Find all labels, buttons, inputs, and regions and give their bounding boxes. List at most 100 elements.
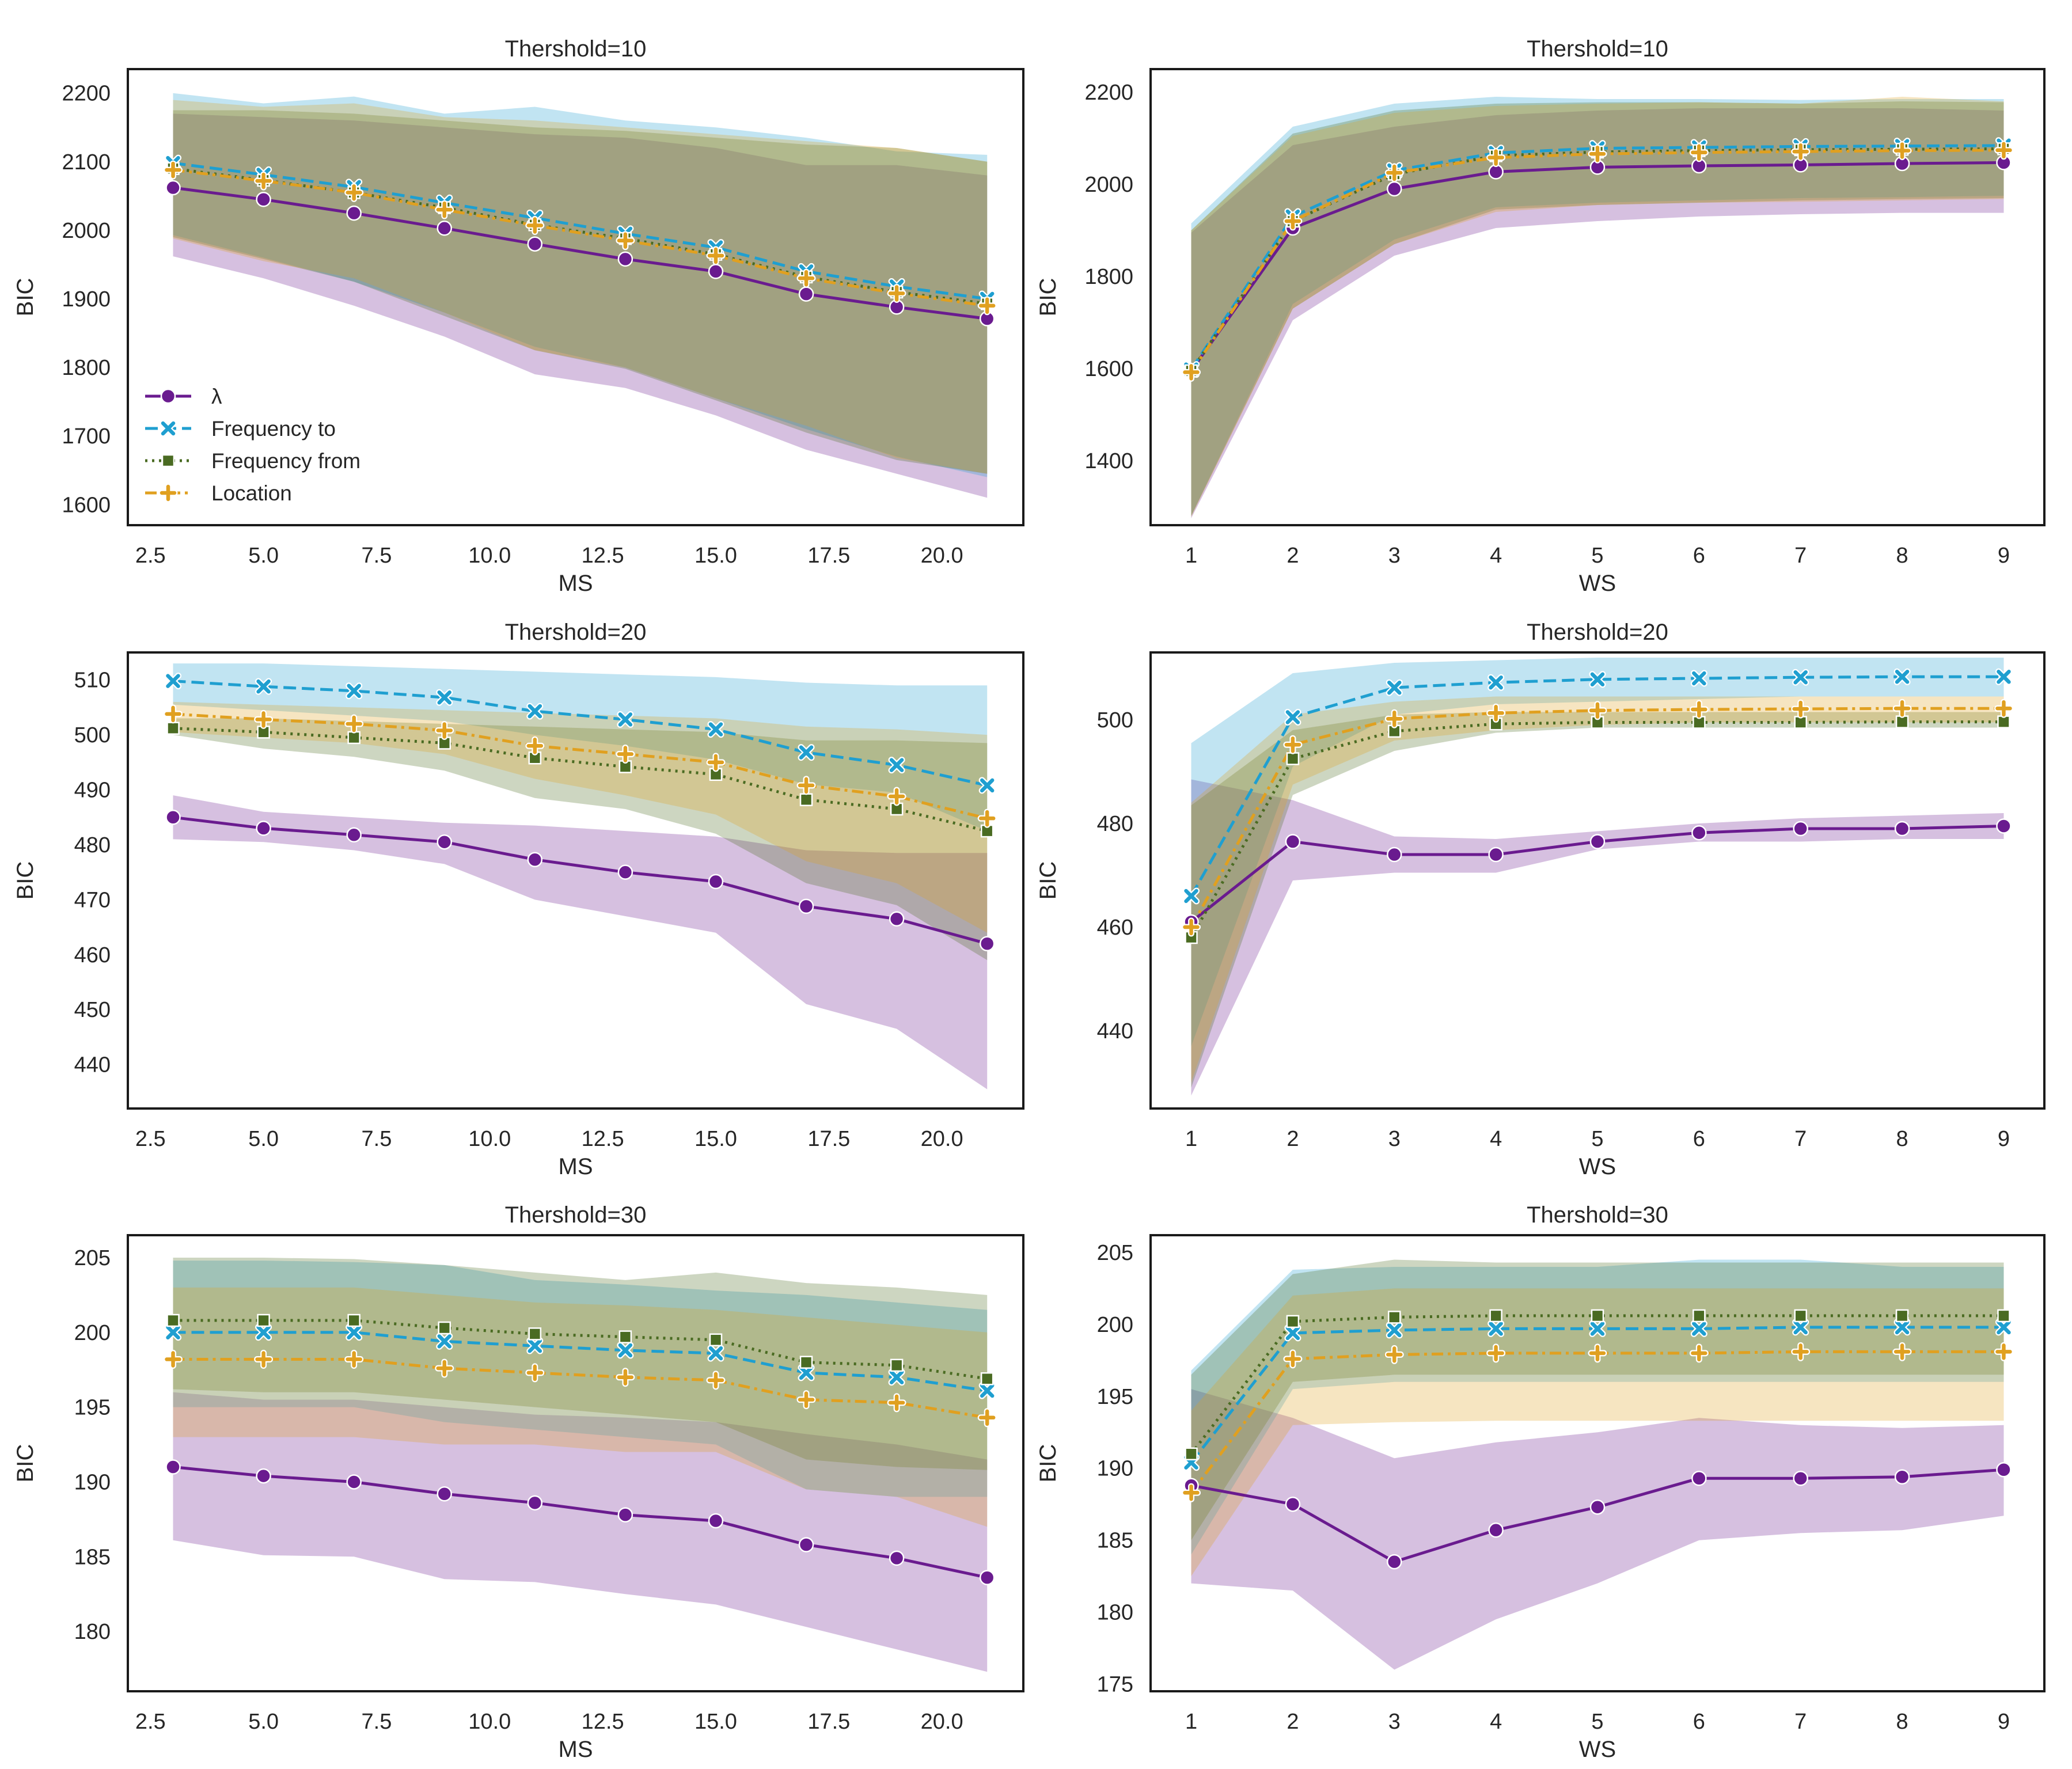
plot-frame [127, 68, 1024, 526]
series-markers-3 [1185, 1309, 2010, 1461]
data-point [1894, 821, 1910, 837]
data-point [617, 864, 633, 880]
x-tick-label: 20.0 [921, 1710, 963, 1734]
x-axis-label: MS [559, 1154, 593, 1179]
confidence-band-4 [173, 701, 988, 933]
plot-frame [1149, 1234, 2046, 1692]
data-point [890, 1358, 904, 1372]
data-point [1892, 699, 1912, 718]
series-line-4 [173, 1358, 988, 1419]
chart-panel-6: 1 2 3 4 5 6 7 8 9 175 180 185 190 195 200 205 Thershold=… [1035, 1202, 2046, 1762]
legend-label: Frequency to [211, 417, 336, 441]
y-axis-label: BIC [1035, 278, 1061, 317]
data-point [978, 777, 996, 794]
data-point [254, 709, 274, 729]
chart-title: Thershold=10 [505, 36, 647, 62]
data-point [616, 231, 635, 250]
data-point [525, 216, 545, 236]
series-line-2 [173, 1331, 988, 1392]
data-point [527, 1495, 543, 1511]
data-point [1588, 1343, 1607, 1363]
x-tick-label: 6 [1693, 1710, 1705, 1734]
data-point [796, 1390, 816, 1410]
y-tick-label: 195 [1097, 1385, 1133, 1409]
data-point [1486, 1343, 1506, 1363]
confidence-band-4 [173, 1287, 988, 1527]
confidence-band-3 [173, 1258, 988, 1470]
data-point [799, 793, 813, 806]
series-line-1 [173, 815, 988, 946]
x-tick-label: 15.0 [695, 1127, 737, 1151]
confidence-band-1 [1191, 1389, 2004, 1670]
chart-title: Thershold=30 [505, 1202, 647, 1228]
y-axis-label: BIC [13, 861, 38, 900]
x-tick-label: 1 [1185, 544, 1197, 568]
data-point [1283, 211, 1303, 231]
data-point [977, 296, 997, 316]
data-point [1386, 1322, 1403, 1339]
data-point [798, 898, 814, 914]
y-tick-label: 460 [1097, 916, 1133, 940]
series-markers-2 [165, 673, 996, 794]
y-tick-label: 2200 [1084, 81, 1133, 105]
y-tick-label: 205 [1097, 1241, 1133, 1265]
x-tick-label: 2.5 [135, 544, 166, 568]
chart-title: Thershold=10 [1527, 36, 1668, 62]
data-point [1591, 1309, 1604, 1323]
data-point [1793, 1470, 1808, 1486]
confidence-band-4 [173, 100, 988, 474]
series-markers-3 [166, 1314, 994, 1385]
y-tick-label: 190 [74, 1470, 111, 1494]
data-point [435, 200, 454, 219]
y-tick-label: 2000 [62, 219, 111, 243]
data-point [257, 1314, 270, 1327]
data-point [1995, 668, 2012, 685]
chart-panel-2: 1 2 3 4 5 6 7 8 9 1400 1600 1800 2000 2200 Thershold=1… [1035, 36, 2046, 596]
series-line-2 [173, 679, 988, 787]
data-point [346, 205, 362, 221]
y-tick-label: 205 [74, 1246, 111, 1270]
y-tick-label: 200 [1097, 1313, 1133, 1337]
data-point [256, 1468, 271, 1484]
data-point [1589, 1320, 1606, 1337]
data-point [1589, 671, 1606, 688]
y-tick-label: 180 [74, 1620, 111, 1644]
x-tick-label: 7.5 [362, 1710, 392, 1734]
data-point [436, 1333, 453, 1350]
data-point [1182, 362, 1201, 382]
y-tick-label: 440 [74, 1053, 111, 1077]
legend-marker [160, 420, 177, 437]
x-tick-label: 17.5 [807, 544, 850, 568]
data-point [1994, 1342, 2013, 1361]
series-line-2 [173, 161, 988, 301]
series-line-4 [1190, 707, 2004, 928]
data-point [1791, 699, 1811, 719]
x-tick-label: 2.5 [135, 1710, 166, 1734]
data-point [435, 1358, 454, 1378]
data-point [706, 246, 726, 265]
y-tick-label: 460 [74, 943, 111, 967]
series-markers-4 [1182, 141, 2013, 382]
chart-panel-4: 1 2 3 4 5 6 7 8 9 440 460 480 500 Thershold=20 WS BIC [1035, 620, 2046, 1179]
legend-item: Location [145, 481, 292, 505]
data-point [1486, 148, 1506, 168]
x-tick-label: 17.5 [807, 1710, 850, 1734]
confidence-bands [1191, 97, 2004, 518]
y-tick-label: 480 [1097, 812, 1133, 836]
x-tick-label: 4 [1490, 1127, 1502, 1151]
data-point [1689, 700, 1709, 719]
data-point [1588, 701, 1607, 720]
chart-panel-1: 2.5 5.0 7.5 10.0 12.5 15.0 17.5 20.0 1600 1700 180… [13, 36, 1024, 596]
x-tick-label: 5 [1591, 1710, 1603, 1734]
data-point [796, 776, 816, 795]
x-tick-label: 1 [1185, 1710, 1197, 1734]
data-point [1691, 825, 1707, 841]
series-markers-3 [166, 722, 994, 838]
data-point [1689, 1343, 1709, 1363]
y-tick-label: 180 [1097, 1601, 1133, 1625]
y-tick-label: 1900 [62, 287, 111, 312]
y-tick-label: 500 [74, 723, 111, 747]
x-tick-label: 2 [1287, 1710, 1299, 1734]
confidence-bands [173, 1258, 988, 1672]
data-point [1995, 1319, 2012, 1336]
